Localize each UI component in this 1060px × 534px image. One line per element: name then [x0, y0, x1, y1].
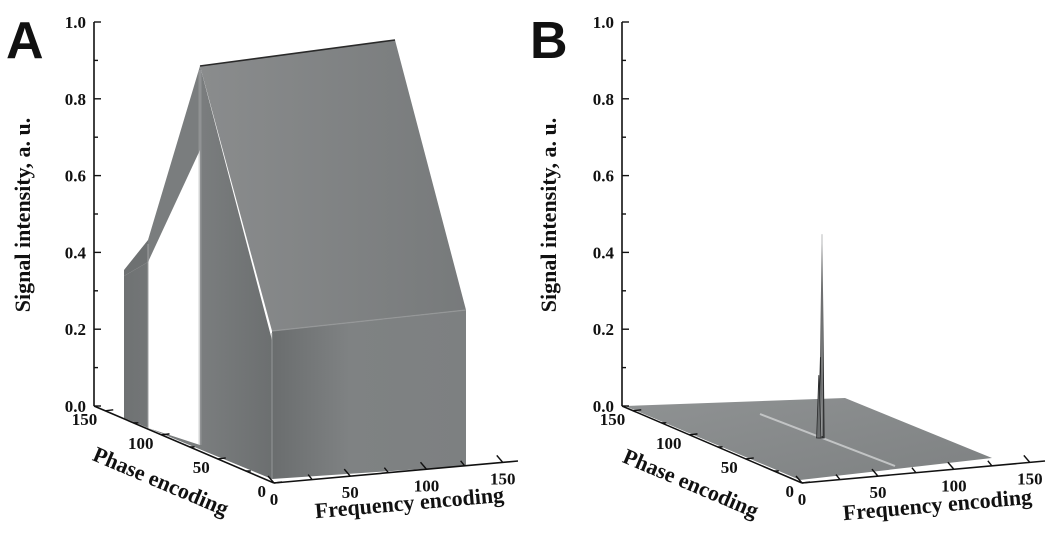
panel-a-phase-tick-label: 150 — [72, 410, 98, 429]
panel-a-z-ticks: 0.0 0.2 0.4 0.6 0.8 1.0 — [65, 13, 101, 416]
panel-a-frequency-tick-label: 50 — [342, 483, 359, 502]
panel-b-frequency-tick-mark — [871, 468, 879, 477]
panel-b-frequency-minor-tick — [987, 460, 993, 467]
panel-a-phase-tick-label: 0 — [258, 482, 267, 501]
panel-b-phase-axis-title: Phase encoding — [619, 443, 762, 523]
panel-b-surface-floor — [625, 398, 992, 480]
panel-a-frequency-minor-tick — [460, 460, 466, 467]
panel-a-z-tick-label: 0.4 — [65, 243, 87, 262]
panel-b-z-tick-label: 0.0 — [593, 397, 614, 416]
panel-a-phase-tick-label: 50 — [193, 458, 210, 477]
panel-a-surface-top — [200, 40, 466, 331]
panel-b-phase-tick-label: 0 — [786, 482, 795, 501]
panel-b-peaks — [816, 234, 825, 439]
panel-b-phase-axis — [621, 405, 803, 484]
panel-a-frequency-ticks: 0 50 100 150 — [267, 454, 516, 509]
panel-a-phase-tick-mark — [217, 457, 226, 460]
panel-a-z-tick-label: 0.6 — [65, 167, 86, 186]
panel-b-letter: B — [530, 12, 568, 70]
panel-b-frequency-minor-tick — [911, 467, 917, 474]
panel-a-z-axis-title: Signal intensity, a. u. — [10, 118, 35, 312]
panel-a-frequency-tick-mark — [496, 454, 504, 463]
panel-a-phase-axis — [93, 405, 275, 484]
panel-b-frequency-tick-mark — [1023, 454, 1031, 463]
panel-a-z-tick-label: 1.0 — [65, 13, 86, 32]
panel-b-phase-tick-label: 150 — [600, 410, 626, 429]
panel-b-frequency-tick-mark — [795, 475, 803, 484]
panel-a-surface — [124, 39, 467, 479]
panel-b-z-tick-label: 0.2 — [593, 320, 614, 339]
panel-b-frequency-tick-label: 150 — [1017, 469, 1043, 488]
panel-a-frequency-tick-label: 150 — [490, 469, 516, 488]
panel-a-frequency-minor-tick — [307, 474, 313, 480]
panel-a-frequency-axis — [273, 460, 519, 484]
panel-b-z-tick-label: 1.0 — [593, 13, 614, 32]
panel-b-frequency-tick-mark — [947, 461, 955, 470]
panel-b-frequency-ticks: 0 50 100 150 — [795, 454, 1043, 509]
panel-b-z-tick-label: 0.4 — [593, 243, 615, 262]
panel-b-frequency-minor-tick — [835, 474, 841, 480]
panel-b-z-tick-label: 0.8 — [593, 90, 614, 109]
panel-b-phase-ticks: 0 50 100 150 — [600, 409, 811, 501]
panel-a-phase-tick-mark — [105, 409, 114, 412]
panel-a-phase-tick-label: 100 — [128, 434, 154, 453]
panel-a-letter: A — [6, 12, 44, 70]
panel-a-frequency-tick-label: 100 — [414, 476, 440, 495]
panel-a-surface-front — [272, 310, 466, 479]
panel-b-peak — [816, 375, 822, 439]
panel-a-z-tick-label: 0.2 — [65, 320, 86, 339]
panel-b-frequency-tick-label: 100 — [941, 476, 967, 495]
panel-b-phase-tick-mark — [633, 409, 642, 412]
panel-b-frequency-axis — [801, 460, 1046, 484]
panel-b-phase-tick-label: 100 — [656, 434, 682, 453]
panel-a-frequency-tick-mark — [267, 475, 275, 484]
panel-b-frequency-tick-label: 50 — [869, 483, 886, 502]
panel-a-frequency-tick-label: 0 — [270, 490, 279, 509]
panel-a-phase-tick-mark — [161, 433, 170, 436]
panel-b: B 0.0 0.2 0.4 0.6 0.8 1.0 Signal intensity, a… — [530, 12, 1046, 525]
panel-a-frequency-tick-mark — [419, 461, 428, 470]
panel-a-z-tick-label: 0.8 — [65, 90, 86, 109]
panel-a-surface-slope — [148, 66, 200, 262]
panel-b-z-axis-title: Signal intensity, a. u. — [536, 118, 561, 312]
panel-b-z-tick-label: 0.6 — [593, 167, 614, 186]
panel-b-z-ticks: 0.0 0.2 0.4 0.6 0.8 1.0 — [593, 13, 629, 416]
panel-b-phase-tick-mark — [689, 433, 698, 436]
panel-a-frequency-minor-tick — [383, 467, 389, 474]
panel-a-frequency-tick-mark — [343, 468, 351, 477]
panel-a-z-tick-label: 0.0 — [65, 397, 86, 416]
panel-b-phase-tick-label: 50 — [721, 458, 738, 477]
panel-a-surface-side — [124, 66, 272, 479]
panel-b-phase-tick-mark — [745, 457, 754, 460]
panel-b-frequency-tick-label: 0 — [798, 490, 807, 509]
panel-a: A 0.0 0.2 0.4 0.6 0.8 1.0 Signal intensity, a… — [6, 12, 519, 523]
